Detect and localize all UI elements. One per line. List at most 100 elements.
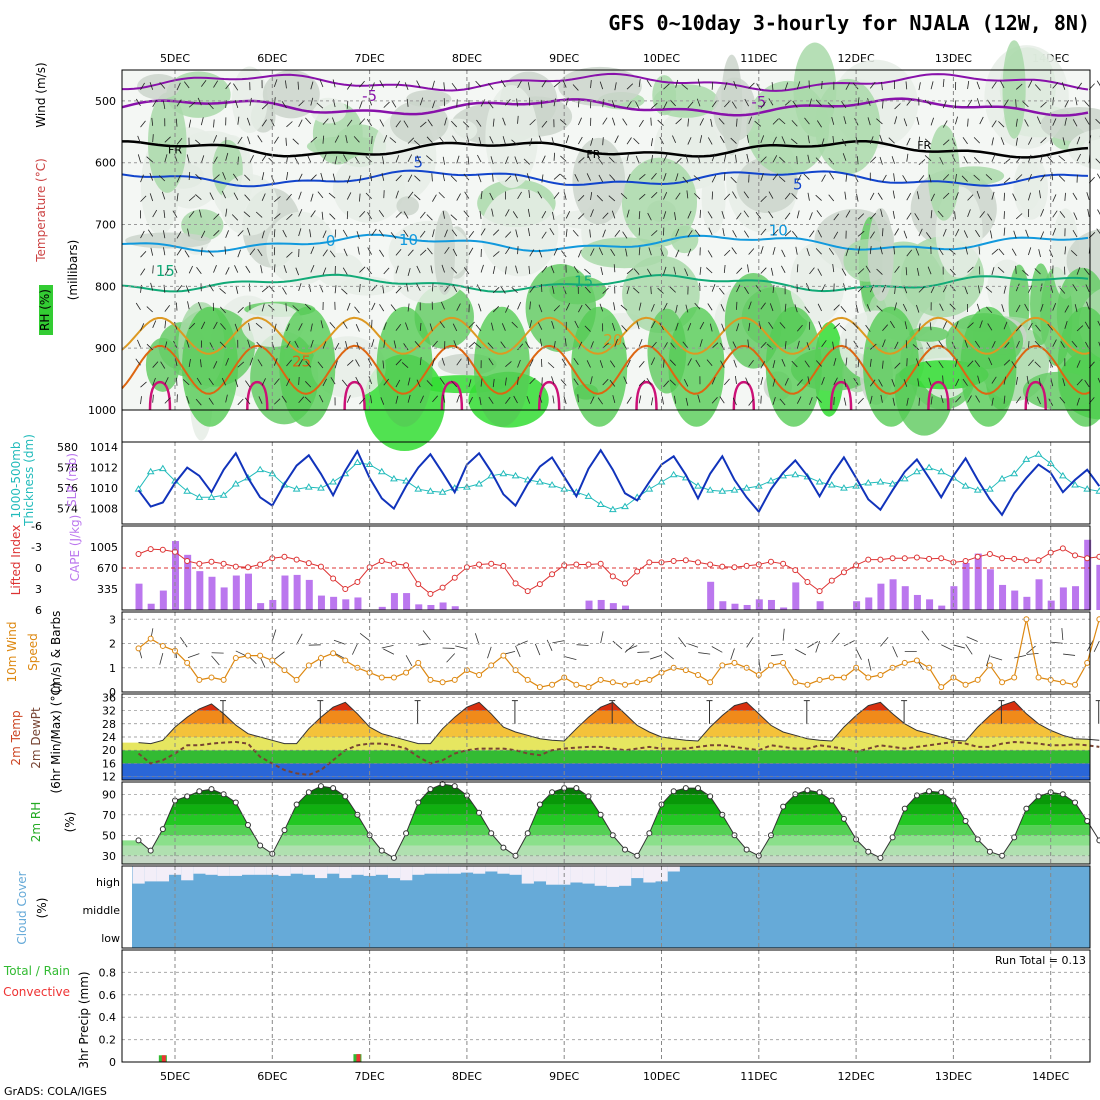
- wind-barb: [213, 265, 217, 273]
- wind10-barb: [746, 637, 754, 648]
- wind-barb: [395, 80, 401, 89]
- wind-barb: [760, 267, 767, 274]
- cloud-high-clear: [339, 866, 352, 879]
- lifted-index-series-point: [196, 560, 203, 567]
- wind-barb: [395, 395, 399, 404]
- cape-bar: [974, 553, 982, 610]
- wind-barb: [419, 357, 422, 366]
- wind-barb: [476, 284, 482, 292]
- wind-barb: [760, 228, 767, 236]
- wind-barb: [1003, 321, 1008, 330]
- temp-band: [122, 763, 1090, 777]
- wind-barb: [781, 359, 786, 367]
- wind10-barb: [626, 645, 638, 651]
- wind-barb: [456, 303, 461, 311]
- slp-tick: 1012: [90, 462, 118, 475]
- thickness-series-point: [304, 483, 313, 490]
- wind-barb: [657, 119, 664, 126]
- wind-barb: [1064, 100, 1069, 108]
- slp-tick: 1014: [90, 441, 118, 454]
- day-label-bottom: 13DEC: [935, 1070, 972, 1083]
- wind-barb: [562, 80, 567, 88]
- wind10-series-point: [573, 681, 580, 688]
- wind-barb: [487, 101, 494, 109]
- wind-barb: [1076, 325, 1084, 332]
- lifted-index-series-point: [500, 562, 507, 569]
- wind-barb: [395, 249, 402, 256]
- wind-barb: [857, 397, 864, 405]
- cape-bar: [926, 599, 934, 610]
- wind-barb: [747, 339, 750, 348]
- wind-barb: [736, 323, 740, 332]
- wind-barb: [514, 156, 518, 165]
- wind-barb: [383, 134, 388, 143]
- wind-barb: [979, 320, 983, 329]
- wind-barb: [638, 302, 642, 311]
- wind-barb: [733, 359, 737, 368]
- cloud-high-clear: [509, 866, 522, 875]
- wind-barb: [584, 303, 591, 311]
- wind-barb: [187, 228, 190, 237]
- wind-barb: [894, 228, 900, 236]
- thickness-series-point: [645, 485, 654, 492]
- wind-barb: [553, 192, 560, 199]
- thickness-series-point: [657, 478, 666, 485]
- cape-bar: [780, 607, 788, 610]
- cape-bar: [743, 604, 751, 610]
- ytick-label: 500: [95, 95, 116, 108]
- wind-barb: [523, 158, 530, 165]
- cloud-high-clear: [169, 866, 182, 875]
- wind-barb: [329, 213, 336, 220]
- wind-barb: [416, 155, 421, 164]
- cape-bar: [305, 579, 313, 610]
- wind10-series-point: [1084, 659, 1091, 666]
- wind-barb: [620, 304, 628, 311]
- wind-barb: [234, 323, 239, 332]
- day-label-top: 11DEC: [740, 52, 777, 65]
- wind-barb: [416, 379, 421, 388]
- wind10-barb: [941, 644, 953, 651]
- wind-barb: [638, 173, 646, 180]
- wind-barb: [479, 397, 482, 406]
- wind-barb: [527, 208, 531, 217]
- rh-shade: [181, 209, 224, 241]
- wind-barb: [505, 361, 512, 368]
- rh-shade: [790, 242, 845, 324]
- wind10-barb: [187, 653, 200, 659]
- wind-barb: [880, 246, 883, 255]
- wind10-series-point: [439, 679, 446, 686]
- lifted-index-series-point: [585, 561, 592, 568]
- wind-barb: [706, 359, 713, 366]
- wind-barb: [949, 248, 956, 255]
- wind-barb: [623, 376, 628, 385]
- wind-barb: [857, 230, 865, 237]
- temp2m-label-a: 2m Temp: [9, 710, 23, 765]
- wind-barb: [857, 156, 859, 165]
- wind-barb: [511, 321, 518, 328]
- wind10-series-point: [476, 672, 483, 679]
- rh-shade: [332, 154, 405, 223]
- wind-barb: [233, 192, 239, 200]
- wind-barb: [796, 210, 800, 219]
- cloud-high-clear: [144, 866, 157, 882]
- rh2m-series-point: [317, 783, 324, 790]
- wind-barb: [188, 265, 193, 274]
- wind-barb: [894, 285, 896, 295]
- wind-barb: [1015, 156, 1022, 163]
- wind-barb: [237, 230, 244, 237]
- wind10-series-point: [1035, 674, 1042, 681]
- wind-barb: [955, 116, 958, 125]
- wind-barb: [791, 120, 798, 127]
- wind-barb: [468, 231, 475, 238]
- wind10-barb: [1061, 628, 1064, 641]
- wind10-series-point: [281, 667, 288, 674]
- wind-barb: [1051, 172, 1054, 181]
- wind-barb: [791, 360, 798, 368]
- thickness-series-point: [876, 478, 885, 485]
- wind-barb: [882, 324, 889, 332]
- wind-barb: [419, 211, 426, 219]
- wind-barb: [395, 120, 401, 128]
- thickness-series-point: [900, 474, 909, 482]
- wind-barb: [964, 339, 968, 348]
